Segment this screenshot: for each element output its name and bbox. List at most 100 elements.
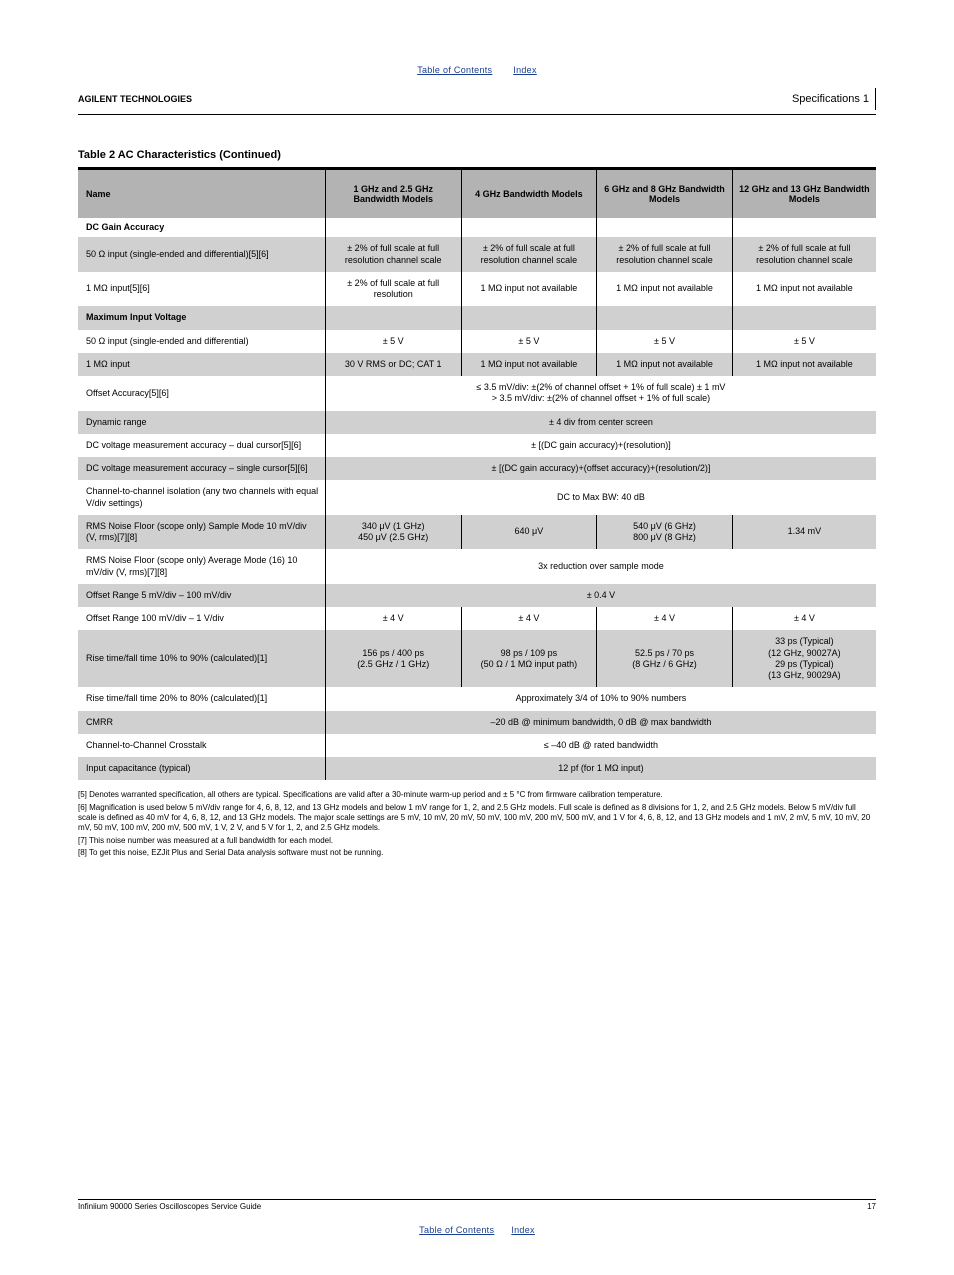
cell: 1.34 mV [732, 515, 876, 550]
section-label: DC Gain Accuracy [78, 218, 325, 237]
row-label: 50 Ω input (single-ended and differentia… [78, 330, 325, 353]
column-header: 1 GHz and 2.5 GHz Bandwidth Models [325, 170, 461, 218]
cell: ± 2% of full scale at full resolution ch… [325, 237, 461, 272]
table-row: Offset Accuracy[5][6]≤ 3.5 mV/div: ±(2% … [78, 376, 876, 411]
table-row: Rise time/fall time 20% to 80% (calculat… [78, 687, 876, 710]
cell: ± [(DC gain accuracy)+(resolution)] [325, 434, 876, 457]
cell: 1 MΩ input not available [461, 272, 597, 307]
table-row: DC voltage measurement accuracy – dual c… [78, 434, 876, 457]
row-label: Input capacitance (typical) [78, 757, 325, 780]
row-label: 1 MΩ input [78, 353, 325, 376]
cell: ± 2% of full scale at full resolution ch… [461, 237, 597, 272]
row-label: Offset Range 5 mV/div – 100 mV/div [78, 584, 325, 607]
footer-left: Infiniium 90000 Series Oscilloscopes Ser… [78, 1202, 261, 1211]
cell: 52.5 ps / 70 ps(8 GHz / 6 GHz) [597, 630, 733, 687]
cell: 1 MΩ input not available [732, 272, 876, 307]
cell: 1 MΩ input not available [597, 272, 733, 307]
row-label: Rise time/fall time 20% to 80% (calculat… [78, 687, 325, 710]
table-row: Offset Range 5 mV/div – 100 mV/div± 0.4 … [78, 584, 876, 607]
cell: –20 dB @ minimum bandwidth, 0 dB @ max b… [325, 711, 876, 734]
cell: ± 4 V [461, 607, 597, 630]
empty-cell [597, 218, 733, 237]
row-label: Offset Accuracy[5][6] [78, 376, 325, 411]
footnote: [6] Magnification is used below 5 mV/div… [78, 803, 876, 834]
table-row: CMRR–20 dB @ minimum bandwidth, 0 dB @ m… [78, 711, 876, 734]
cell: 3x reduction over sample mode [325, 549, 876, 584]
empty-cell [325, 218, 461, 237]
row-label: DC voltage measurement accuracy – dual c… [78, 434, 325, 457]
table-row: RMS Noise Floor (scope only) Average Mod… [78, 549, 876, 584]
table-body: DC Gain Accuracy 50 Ω input (single-ende… [78, 218, 876, 780]
cell: ≤ –40 dB @ rated bandwidth [325, 734, 876, 757]
cell: ± 5 V [732, 330, 876, 353]
cell: 156 ps / 400 ps(2.5 GHz / 1 GHz) [325, 630, 461, 687]
index-link[interactable]: Index [513, 65, 537, 75]
toc-link-bottom[interactable]: Table of Contents [419, 1225, 494, 1235]
row-label: Dynamic range [78, 411, 325, 434]
table-row: Channel-to-Channel Crosstalk≤ –40 dB @ r… [78, 734, 876, 757]
header-right: Specifications 1 [792, 88, 876, 110]
footnotes: [5] Denotes warranted specification, all… [78, 790, 876, 858]
table-row: DC Gain Accuracy [78, 218, 876, 237]
cell: ≤ 3.5 mV/div: ±(2% of channel offset + 1… [325, 376, 876, 411]
footnote: [7] This noise number was measured at a … [78, 836, 876, 846]
footer: Infiniium 90000 Series Oscilloscopes Ser… [78, 1199, 876, 1211]
row-label: 1 MΩ input[5][6] [78, 272, 325, 307]
cell: ± 2% of full scale at full resolution ch… [732, 237, 876, 272]
row-label: CMRR [78, 711, 325, 734]
row-label: RMS Noise Floor (scope only) Average Mod… [78, 549, 325, 584]
column-header: 12 GHz and 13 GHz Bandwidth Models [732, 170, 876, 218]
spec-table: Name1 GHz and 2.5 GHz Bandwidth Models4 … [78, 167, 876, 780]
cell: ± 5 V [325, 330, 461, 353]
column-header: 6 GHz and 8 GHz Bandwidth Models [597, 170, 733, 218]
cell: DC to Max BW: 40 dB [325, 480, 876, 515]
cell: ± 4 V [325, 607, 461, 630]
table-row: Maximum Input Voltage [78, 306, 876, 329]
toc-link[interactable]: Table of Contents [417, 65, 492, 75]
column-header: 4 GHz Bandwidth Models [461, 170, 597, 218]
cell: 1 MΩ input not available [732, 353, 876, 376]
row-label: DC voltage measurement accuracy – single… [78, 457, 325, 480]
table-row: Input capacitance (typical)12 pf (for 1 … [78, 757, 876, 780]
top-nav: Table of Contents Index [78, 60, 876, 78]
table-row: Channel-to-channel isolation (any two ch… [78, 480, 876, 515]
cell: ± 4 V [732, 607, 876, 630]
header-bar: AGILENT TECHNOLOGIES Specifications 1 [78, 88, 876, 115]
cell: 1 MΩ input not available [461, 353, 597, 376]
cell: ± 5 V [597, 330, 733, 353]
table-row: RMS Noise Floor (scope only) Sample Mode… [78, 515, 876, 550]
index-link-bottom[interactable]: Index [511, 1225, 535, 1235]
row-label: Rise time/fall time 10% to 90% (calculat… [78, 630, 325, 687]
table-row: 1 MΩ input[5][6]± 2% of full scale at fu… [78, 272, 876, 307]
cell: ± 5 V [461, 330, 597, 353]
column-header: Name [78, 170, 325, 218]
cell: 1 MΩ input not available [597, 353, 733, 376]
footnote: [8] To get this noise, EZJit Plus and Se… [78, 848, 876, 858]
footer-right: 17 [867, 1202, 876, 1211]
cell: 340 μV (1 GHz)450 μV (2.5 GHz) [325, 515, 461, 550]
cell: 33 ps (Typical)(12 GHz, 90027A)29 ps (Ty… [732, 630, 876, 687]
row-label: 50 Ω input (single-ended and differentia… [78, 237, 325, 272]
empty-cell [461, 218, 597, 237]
table-row: Dynamic range± 4 div from center screen [78, 411, 876, 434]
cell: ± 2% of full scale at full resolution [325, 272, 461, 307]
table-row: 50 Ω input (single-ended and differentia… [78, 237, 876, 272]
cell: 98 ps / 109 ps(50 Ω / 1 MΩ input path) [461, 630, 597, 687]
table-row: Offset Range 100 mV/div – 1 V/div± 4 V± … [78, 607, 876, 630]
table-title: Table 2 AC Characteristics (Continued) [78, 149, 876, 161]
row-label: Channel-to-Channel Crosstalk [78, 734, 325, 757]
footnote: [5] Denotes warranted specification, all… [78, 790, 876, 800]
bottom-nav: Table of Contents Index [78, 1225, 876, 1235]
cell: ± 0.4 V [325, 584, 876, 607]
table-header-row: Name1 GHz and 2.5 GHz Bandwidth Models4 … [78, 170, 876, 218]
table-row: 1 MΩ input30 V RMS or DC; CAT 11 MΩ inpu… [78, 353, 876, 376]
cell: ± [(DC gain accuracy)+(offset accuracy)+… [325, 457, 876, 480]
table-row: Rise time/fall time 10% to 90% (calculat… [78, 630, 876, 687]
row-label: Offset Range 100 mV/div – 1 V/div [78, 607, 325, 630]
cell: Approximately 3/4 of 10% to 90% numbers [325, 687, 876, 710]
cell: 540 μV (6 GHz)800 μV (8 GHz) [597, 515, 733, 550]
row-label: Channel-to-channel isolation (any two ch… [78, 480, 325, 515]
section-label: Maximum Input Voltage [78, 306, 325, 329]
row-label: RMS Noise Floor (scope only) Sample Mode… [78, 515, 325, 550]
cell: ± 4 div from center screen [325, 411, 876, 434]
